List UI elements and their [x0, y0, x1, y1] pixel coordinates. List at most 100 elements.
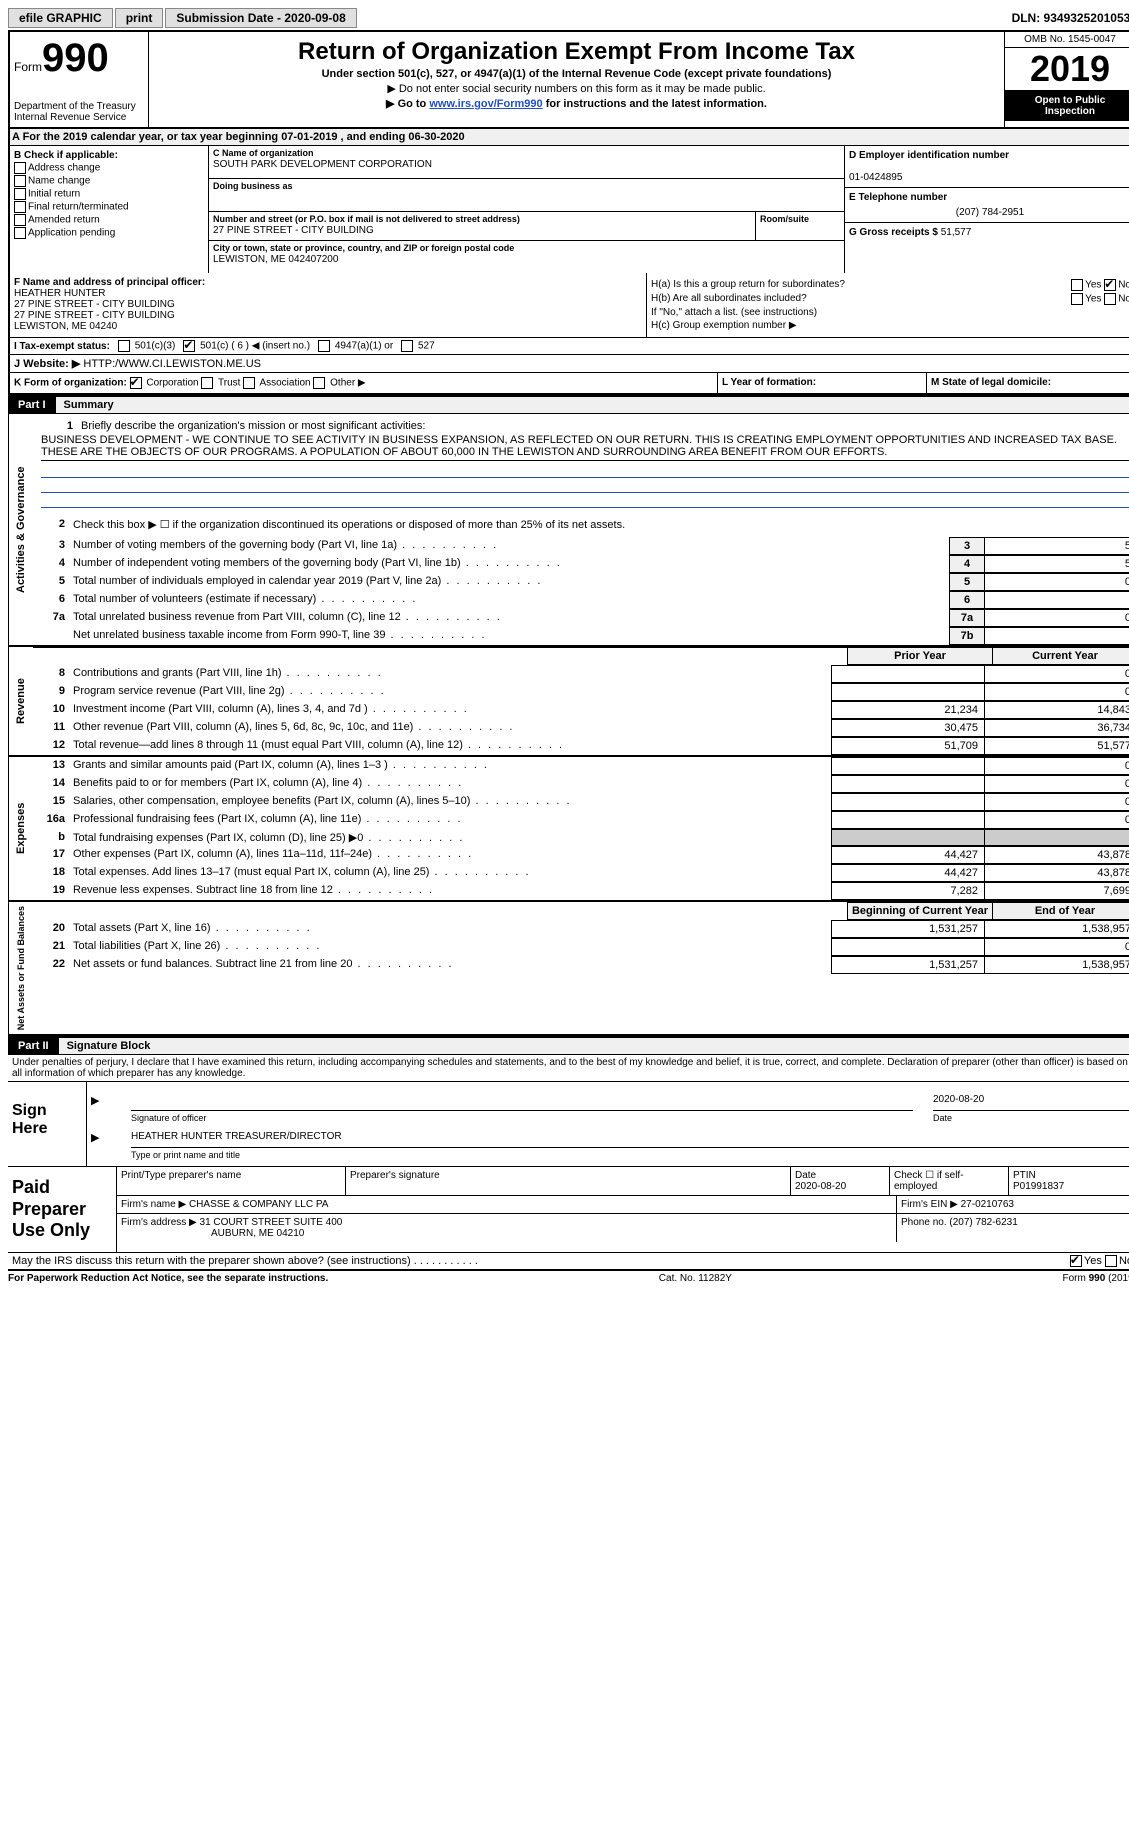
tax-year: 2019: [1005, 48, 1129, 91]
form-title-box: Return of Organization Exempt From Incom…: [149, 32, 1004, 127]
ptin: P01991837: [1013, 1181, 1064, 1192]
dept-line-1: Department of the Treasury: [14, 101, 144, 112]
blank-line: [41, 493, 1129, 508]
dept-line-2: Internal Revenue Service: [14, 112, 144, 123]
officer-name-title: HEATHER HUNTER TREASURER/DIRECTOR: [131, 1131, 1129, 1148]
irs-link[interactable]: www.irs.gov/Form990: [429, 98, 542, 110]
summary-line: 17Other expenses (Part IX, column (A), l…: [33, 846, 1129, 864]
section-b: B Check if applicable: Address change Na…: [10, 146, 209, 273]
firm-name: CHASSE & COMPANY LLC PA: [189, 1199, 329, 1210]
summary-line: 20Total assets (Part X, line 16)1,531,25…: [33, 920, 1129, 938]
chk-amended[interactable]: [14, 214, 26, 226]
summary-line: 14Benefits paid to or for members (Part …: [33, 775, 1129, 793]
tab-revenue: Revenue: [8, 647, 33, 755]
summary-line: 18Total expenses. Add lines 13–17 (must …: [33, 864, 1129, 882]
sig-date: 2020-08-20: [933, 1094, 1129, 1111]
summary-line: 5Total number of individuals employed in…: [33, 573, 1129, 591]
officer-signature[interactable]: [131, 1094, 913, 1111]
chk-assoc[interactable]: [243, 377, 255, 389]
chk-final[interactable]: [14, 201, 26, 213]
summary-line: 13Grants and similar amounts paid (Part …: [33, 757, 1129, 775]
form-year-box: OMB No. 1545-0047 2019 Open to Public In…: [1004, 32, 1129, 127]
section-f: F Name and address of principal officer:…: [10, 273, 647, 337]
org-address: 27 PINE STREET - CITY BUILDING: [213, 225, 374, 236]
chk-ha-yes[interactable]: [1071, 279, 1083, 291]
chk-501c[interactable]: [183, 340, 195, 352]
telephone: (207) 784-2951: [849, 207, 1129, 218]
row-k: K Form of organization: Corporation Trus…: [10, 373, 718, 393]
chk-hb-yes[interactable]: [1071, 293, 1083, 305]
ssn-note: ▶ Do not enter social security numbers o…: [157, 82, 996, 95]
current-year-header: Current Year: [992, 647, 1129, 665]
declaration-text: Under penalties of perjury, I declare th…: [8, 1055, 1129, 1081]
summary-line: 10Investment income (Part VIII, column (…: [33, 701, 1129, 719]
chk-4947[interactable]: [318, 340, 330, 352]
summary-line: 11Other revenue (Part VIII, column (A), …: [33, 719, 1129, 737]
print-button[interactable]: print: [115, 8, 164, 28]
chk-corp[interactable]: [130, 377, 142, 389]
chk-trust[interactable]: [201, 377, 213, 389]
summary-line: 4Number of independent voting members of…: [33, 555, 1129, 573]
paid-preparer-label: Paid Preparer Use Only: [8, 1167, 117, 1252]
prep-date: 2020-08-20: [795, 1181, 846, 1192]
chk-discuss-no[interactable]: [1105, 1255, 1117, 1267]
summary-line: 12Total revenue—add lines 8 through 11 (…: [33, 737, 1129, 755]
org-city: LEWISTON, ME 042407200: [213, 254, 338, 265]
line-a: A For the 2019 calendar year, or tax yea…: [10, 128, 1129, 146]
efile-label: efile GRAPHIC: [8, 8, 113, 28]
chk-address[interactable]: [14, 162, 26, 174]
blank-line: [41, 478, 1129, 493]
sign-here-label: Sign Here: [8, 1082, 87, 1166]
submission-date: Submission Date - 2020-09-08: [165, 8, 356, 28]
form-subtitle: Under section 501(c), 527, or 4947(a)(1)…: [157, 68, 996, 80]
omb-number: OMB No. 1545-0047: [1005, 32, 1129, 48]
part2-header: Part II Signature Block: [8, 1036, 1129, 1055]
tab-expenses: Expenses: [8, 757, 33, 900]
chk-name[interactable]: [14, 175, 26, 187]
summary-line: 15Salaries, other compensation, employee…: [33, 793, 1129, 811]
summary-line: 21Total liabilities (Part X, line 26)0: [33, 938, 1129, 956]
ein: 01-0424895: [849, 172, 902, 183]
row-l: L Year of formation:: [718, 373, 927, 393]
section-b-label: B Check if applicable:: [14, 150, 204, 161]
firm-ein: 27-0210763: [961, 1199, 1014, 1210]
chk-initial[interactable]: [14, 188, 26, 200]
row-i: I Tax-exempt status: 501(c)(3) 501(c) ( …: [10, 338, 1129, 355]
chk-pending[interactable]: [14, 227, 26, 239]
top-toolbar: efile GRAPHIC print Submission Date - 20…: [8, 8, 1129, 28]
website: HTTP:/WWW.CI.LEWISTON.ME.US: [83, 358, 261, 370]
summary-line: 16aProfessional fundraising fees (Part I…: [33, 811, 1129, 829]
chk-501c3[interactable]: [118, 340, 130, 352]
summary-line: 9Program service revenue (Part VIII, lin…: [33, 683, 1129, 701]
part1-header: Part I Summary: [8, 395, 1129, 414]
footer: For Paperwork Reduction Act Notice, see …: [8, 1271, 1129, 1286]
org-name: SOUTH PARK DEVELOPMENT CORPORATION: [213, 159, 432, 170]
chk-other[interactable]: [313, 377, 325, 389]
open-public-badge: Open to Public Inspection: [1005, 91, 1129, 121]
form-container: Form990 Department of the Treasury Inter…: [8, 30, 1129, 395]
summary-line: Net unrelated business taxable income fr…: [33, 627, 1129, 645]
form-footer-id: Form 990 (2019): [1063, 1273, 1129, 1284]
tab-net-assets: Net Assets or Fund Balances: [8, 902, 33, 1034]
form-id-box: Form990 Department of the Treasury Inter…: [10, 32, 149, 127]
mission-text: BUSINESS DEVELOPMENT - WE CONTINUE TO SE…: [41, 434, 1129, 461]
firm-addr1: 31 COURT STREET SUITE 400: [200, 1217, 343, 1228]
form-number: 990: [42, 36, 109, 80]
firm-addr2: AUBURN, ME 04210: [211, 1228, 304, 1239]
chk-hb-no[interactable]: [1104, 293, 1116, 305]
section-h: H(a) Is this a group return for subordin…: [647, 273, 1129, 337]
chk-ha-no[interactable]: [1104, 279, 1116, 291]
officer-name: HEATHER HUNTER: [14, 288, 105, 299]
discuss-row: May the IRS discuss this return with the…: [8, 1253, 1129, 1271]
goto-note: ▶ Go to www.irs.gov/Form990 for instruct…: [157, 97, 996, 110]
section-c: C Name of organization SOUTH PARK DEVELO…: [209, 146, 844, 273]
chk-discuss-yes[interactable]: [1070, 1255, 1082, 1267]
chk-527[interactable]: [401, 340, 413, 352]
summary-line: 3Number of voting members of the governi…: [33, 537, 1129, 555]
tab-governance: Activities & Governance: [8, 414, 33, 645]
blank-line: [41, 463, 1129, 478]
begin-year-header: Beginning of Current Year: [847, 902, 992, 920]
row-m: M State of legal domicile:: [927, 373, 1129, 393]
firm-phone: (207) 782-6231: [949, 1217, 1017, 1228]
summary-line: 22Net assets or fund balances. Subtract …: [33, 956, 1129, 974]
